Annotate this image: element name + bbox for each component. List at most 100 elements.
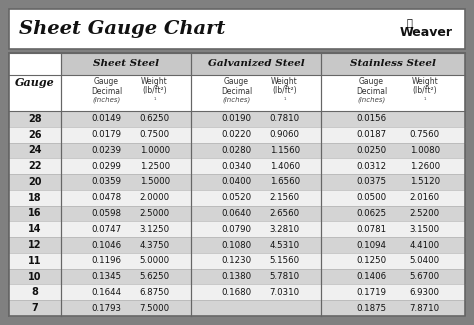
Text: 0.1380: 0.1380	[221, 272, 252, 281]
Text: 0.1875: 0.1875	[356, 304, 386, 313]
Text: 3.1500: 3.1500	[410, 225, 440, 234]
Text: 14: 14	[28, 224, 42, 234]
Text: 5.6250: 5.6250	[139, 272, 170, 281]
Text: 0.1719: 0.1719	[356, 288, 386, 297]
Bar	[9, 253, 465, 269]
Bar	[9, 269, 465, 284]
Text: 0.0250: 0.0250	[356, 146, 386, 155]
Text: 0.1644: 0.1644	[91, 288, 121, 297]
Text: Gauge: Gauge	[94, 77, 119, 86]
Text: 7.8710: 7.8710	[410, 304, 440, 313]
Text: 0.7810: 0.7810	[270, 114, 300, 124]
Text: 4.3750: 4.3750	[139, 240, 170, 250]
Text: 0.0359: 0.0359	[91, 177, 121, 187]
Text: (lb/ft²): (lb/ft²)	[412, 86, 437, 96]
Text: 0.0790: 0.0790	[221, 225, 252, 234]
Text: 🚛: 🚛	[407, 17, 413, 27]
Text: 8: 8	[32, 287, 38, 297]
Text: 0.1793: 0.1793	[91, 304, 121, 313]
Text: 0.7560: 0.7560	[410, 130, 440, 139]
Text: 3.1250: 3.1250	[139, 225, 170, 234]
Text: 0.0747: 0.0747	[91, 225, 121, 234]
Text: ¹: ¹	[283, 98, 286, 102]
Text: 0.9060: 0.9060	[270, 130, 300, 139]
Text: 2.5200: 2.5200	[410, 209, 440, 218]
Text: 1.6560: 1.6560	[270, 177, 300, 187]
Text: 0.0500: 0.0500	[356, 193, 386, 202]
Text: 1.0000: 1.0000	[139, 146, 170, 155]
Bar	[9, 53, 61, 111]
Text: 20: 20	[28, 177, 42, 187]
Text: 12: 12	[28, 240, 42, 250]
Text: 0.0598: 0.0598	[91, 209, 121, 218]
Text: 0.0179: 0.0179	[91, 130, 121, 139]
Text: 7: 7	[32, 303, 38, 313]
Bar	[9, 206, 465, 221]
Text: 2.0000: 2.0000	[139, 193, 170, 202]
Text: 0.0239: 0.0239	[91, 146, 121, 155]
Bar	[321, 75, 465, 111]
Text: 0.6250: 0.6250	[139, 114, 170, 124]
Bar	[9, 221, 465, 237]
Text: 0.1094: 0.1094	[356, 240, 386, 250]
Text: 3.2810: 3.2810	[270, 225, 300, 234]
Text: Gauge: Gauge	[359, 77, 384, 86]
Text: 7.0310: 7.0310	[270, 288, 300, 297]
Text: 0.0220: 0.0220	[221, 130, 252, 139]
Text: 6.9300: 6.9300	[410, 288, 440, 297]
Text: 0.0640: 0.0640	[221, 209, 252, 218]
Text: 1.0080: 1.0080	[410, 146, 440, 155]
Bar	[9, 9, 465, 49]
Text: 16: 16	[28, 209, 42, 218]
Text: 18: 18	[28, 193, 42, 203]
Text: 0.0625: 0.0625	[356, 209, 386, 218]
Text: 24: 24	[28, 145, 42, 155]
Bar	[191, 75, 321, 111]
Bar	[321, 53, 465, 75]
Text: 1.2500: 1.2500	[139, 162, 170, 171]
Text: 0.1046: 0.1046	[91, 240, 121, 250]
Bar	[9, 111, 465, 127]
Bar	[9, 174, 465, 190]
Text: 0.0149: 0.0149	[91, 114, 121, 124]
Text: 0.0375: 0.0375	[356, 177, 386, 187]
Text: (inches): (inches)	[92, 97, 120, 103]
Text: 26: 26	[28, 130, 42, 140]
Text: 0.1080: 0.1080	[221, 240, 252, 250]
Text: 0.0478: 0.0478	[91, 193, 121, 202]
Text: Weight: Weight	[411, 77, 438, 86]
Text: 0.0280: 0.0280	[221, 146, 252, 155]
Text: 10: 10	[28, 272, 42, 281]
Bar	[61, 75, 191, 111]
Bar	[9, 127, 465, 143]
Text: 11: 11	[28, 256, 42, 266]
Text: Weaver: Weaver	[400, 25, 453, 38]
Text: 1.1560: 1.1560	[270, 146, 300, 155]
Text: 0.1250: 0.1250	[356, 256, 386, 265]
Text: Decimal: Decimal	[91, 86, 122, 96]
Text: (lb/ft²): (lb/ft²)	[272, 86, 297, 96]
Text: Gauge: Gauge	[15, 76, 55, 87]
Text: Sheet Steel: Sheet Steel	[93, 59, 159, 69]
Text: 0.1345: 0.1345	[91, 272, 121, 281]
Text: 5.0000: 5.0000	[139, 256, 170, 265]
Text: 1.5120: 1.5120	[410, 177, 440, 187]
Text: ¹: ¹	[154, 98, 156, 102]
Text: 6.8750: 6.8750	[139, 288, 170, 297]
Text: 5.7810: 5.7810	[270, 272, 300, 281]
Text: 0.1196: 0.1196	[91, 256, 121, 265]
Text: 2.1560: 2.1560	[270, 193, 300, 202]
Text: Sheet Gauge Chart: Sheet Gauge Chart	[19, 20, 225, 38]
Text: (inches): (inches)	[357, 97, 385, 103]
Bar	[61, 53, 191, 75]
Text: 0.0781: 0.0781	[356, 225, 386, 234]
Text: Gauge: Gauge	[224, 77, 249, 86]
Text: 1.4060: 1.4060	[270, 162, 300, 171]
Text: 1.2600: 1.2600	[410, 162, 440, 171]
Text: 0.0400: 0.0400	[221, 177, 252, 187]
Text: Decimal: Decimal	[221, 86, 252, 96]
Text: 0.0156: 0.0156	[356, 114, 386, 124]
Text: 28: 28	[28, 114, 42, 124]
Bar	[9, 143, 465, 158]
Text: (lb/ft²): (lb/ft²)	[142, 86, 167, 96]
